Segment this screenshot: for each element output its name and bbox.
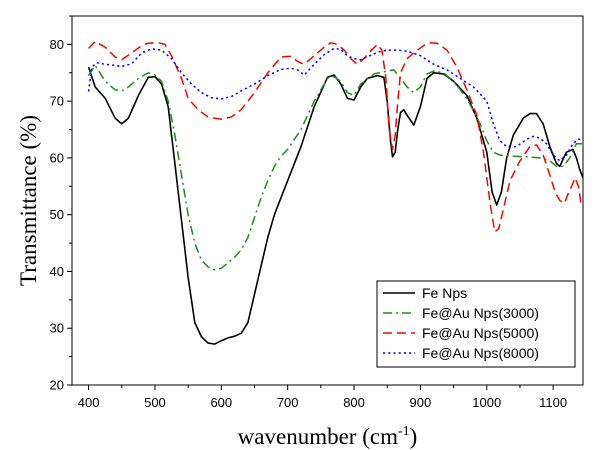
series-lines xyxy=(87,40,583,345)
legend: Fe Nps Fe@Au Nps(3000) Fe@Au Nps(5000) Fe@A… xyxy=(376,280,576,368)
x-axis-title-close: ) xyxy=(410,424,418,449)
legend-label-3: Fe@Au Nps(5000) xyxy=(422,325,539,341)
x-axis-title-main: wavenumber (cm xyxy=(238,424,398,449)
x-tick-label: 800 xyxy=(343,395,365,410)
y-tick-label: 40 xyxy=(50,264,64,279)
x-tick-label: 700 xyxy=(277,395,299,410)
y-tick-label: 20 xyxy=(50,378,64,393)
y-tick-label: 60 xyxy=(50,150,64,165)
y-tick-label: 70 xyxy=(50,94,64,109)
tick-labels: 400 500 600 700 800 900 1000 1100 20 30 40 50 60 70 80 xyxy=(50,37,568,410)
axes xyxy=(71,15,584,386)
x-tick-label: 400 xyxy=(78,395,100,410)
x-axis-title-superscript: -1 xyxy=(398,424,410,439)
y-tick-label: 30 xyxy=(50,321,64,336)
legend-label-4: Fe@Au Nps(8000) xyxy=(422,345,539,361)
y-tick-label: 50 xyxy=(50,207,64,222)
legend-label-2: Fe@Au Nps(3000) xyxy=(422,305,539,321)
x-tick-label: 500 xyxy=(144,395,166,410)
x-tick-label: 600 xyxy=(210,395,232,410)
series-line-4 xyxy=(87,47,583,162)
x-tick-label: 1100 xyxy=(539,395,567,410)
y-tick-label: 80 xyxy=(50,37,64,52)
y-axis-title: Transmittance (%) xyxy=(16,115,41,286)
x-axis-title: wavenumber (cm-1) xyxy=(238,424,418,449)
series-line-2 xyxy=(87,64,583,271)
legend-label-1: Fe Nps xyxy=(422,285,467,301)
x-tick-label: 900 xyxy=(410,395,432,410)
plot-frame xyxy=(71,15,584,386)
series-line-3 xyxy=(88,40,583,233)
x-tick-label: 1000 xyxy=(472,395,501,410)
tick-marks xyxy=(67,15,554,390)
